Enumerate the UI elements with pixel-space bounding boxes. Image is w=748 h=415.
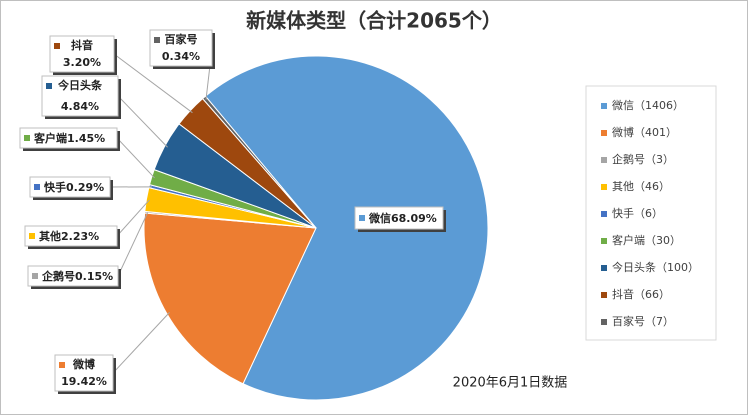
legend-label: 其他（46） [612, 180, 670, 193]
label-name: 今日头条 [57, 78, 103, 92]
legend-marker [601, 157, 607, 163]
legend-marker [601, 319, 607, 325]
legend-frame [585, 85, 717, 341]
legend-marker [601, 211, 607, 217]
label-box [41, 75, 119, 117]
label-name: 快手 [43, 180, 66, 194]
value-label: 0.15% [75, 270, 113, 283]
label-marker [46, 83, 52, 89]
data-label: 其他2.23% [39, 229, 99, 243]
legend-label: 微信（1406） [612, 98, 684, 112]
label-name: 企鹅号 [41, 269, 75, 283]
legend-label: 企鹅号（3） [612, 152, 674, 166]
label-box [29, 176, 111, 198]
legend-marker [601, 265, 607, 271]
label-box [49, 35, 115, 73]
label-box [24, 225, 118, 247]
leader-line [116, 137, 155, 179]
pie-slice [201, 95, 317, 229]
label-marker [29, 233, 35, 239]
data-label: 企鹅号0.15% [41, 269, 113, 283]
label-name: 抖音 [71, 38, 93, 52]
pie-slice [143, 212, 317, 385]
value-label: 2.23% [61, 230, 99, 243]
leader-line [112, 312, 170, 374]
leader-line [117, 212, 149, 277]
value-label: 19.42% [61, 375, 107, 388]
legend-label: 百家号（7） [612, 314, 674, 328]
label-box [149, 29, 213, 67]
label-box [54, 354, 114, 392]
legend-marker [601, 292, 607, 298]
label-name: 客户端 [33, 131, 67, 145]
legend-label: 快手（6） [612, 206, 663, 220]
label-box [354, 206, 444, 230]
value-label: 0.29% [66, 181, 104, 194]
label-marker [359, 215, 365, 221]
value-label: 68.09% [391, 212, 437, 225]
label-name: 微博 [72, 357, 95, 371]
label-box [27, 265, 119, 287]
legend-marker [601, 103, 607, 109]
label-marker [34, 184, 40, 190]
leader-line [116, 199, 150, 237]
value-label: 0.34% [162, 50, 200, 63]
label-marker [24, 135, 30, 141]
label-marker [54, 43, 60, 49]
label-box [19, 127, 118, 149]
legend-marker [601, 130, 607, 136]
legend-marker [601, 238, 607, 244]
legend-label: 客户端（30） [612, 233, 681, 247]
legend-label: 微博（401） [612, 125, 677, 139]
leader-line [117, 95, 168, 148]
value-label: 3.20% [63, 56, 101, 69]
data-label: 客户端1.45% [33, 131, 105, 145]
annotation: 2020年6月1日数据 [453, 376, 568, 391]
label-marker [32, 273, 38, 279]
data-label: 微信68.09% [368, 211, 437, 225]
value-label: 4.84% [61, 100, 99, 113]
label-name: 微信 [368, 211, 391, 225]
legend-marker [601, 184, 607, 190]
label-marker [59, 362, 65, 368]
leader-line [113, 53, 193, 114]
legend-label: 抖音（66） [612, 287, 670, 301]
data-label: 快手0.29% [43, 180, 104, 194]
legend-label: 今日头条（100） [612, 260, 699, 274]
label-name: 百家号 [165, 32, 198, 46]
label-marker [154, 37, 160, 43]
label-name: 其他 [39, 229, 61, 243]
value-label: 1.45% [67, 132, 105, 145]
chart-title: 新媒体类型（合计2065个） [246, 9, 502, 33]
